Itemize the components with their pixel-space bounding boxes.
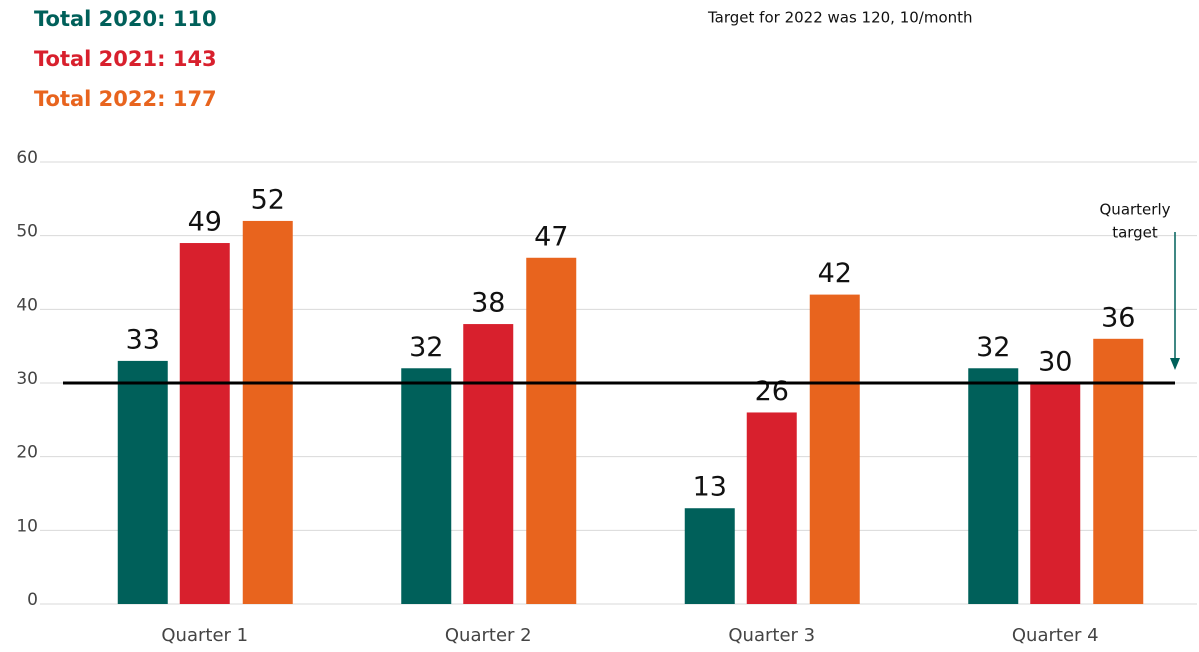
y-tick-label: 50 bbox=[16, 222, 38, 242]
annotation-arrowhead bbox=[1170, 358, 1180, 370]
value-label: 42 bbox=[818, 258, 852, 289]
bar bbox=[463, 324, 514, 604]
value-label: 38 bbox=[471, 288, 505, 319]
value-label: 33 bbox=[126, 324, 160, 355]
target-annotation: target bbox=[1112, 224, 1158, 242]
bar bbox=[684, 508, 735, 604]
y-tick-label: 0 bbox=[27, 590, 38, 610]
y-tick-label: 60 bbox=[16, 148, 38, 168]
value-label: 13 bbox=[693, 472, 727, 503]
subtitle: Target for 2022 was 120, 10/month bbox=[707, 9, 973, 27]
y-tick-label: 40 bbox=[16, 295, 38, 315]
value-label: 30 bbox=[1038, 347, 1072, 378]
value-label: 32 bbox=[409, 332, 443, 363]
bar bbox=[809, 294, 860, 604]
bar bbox=[401, 368, 452, 604]
value-label: 36 bbox=[1101, 302, 1135, 333]
bar bbox=[1030, 383, 1081, 604]
y-tick-label: 20 bbox=[16, 443, 38, 463]
bar bbox=[242, 220, 293, 604]
target-annotation: Quarterly bbox=[1100, 201, 1171, 219]
bar bbox=[746, 412, 797, 604]
bar bbox=[968, 368, 1019, 604]
value-label: 49 bbox=[188, 207, 222, 238]
bar bbox=[1093, 338, 1144, 604]
x-tick-label: Quarter 4 bbox=[1012, 625, 1099, 646]
x-tick-label: Quarter 2 bbox=[445, 625, 532, 646]
x-tick-label: Quarter 3 bbox=[728, 625, 815, 646]
x-tick-label: Quarter 1 bbox=[161, 625, 248, 646]
total-label: Total 2020: 110 bbox=[34, 7, 217, 31]
total-label: Total 2022: 177 bbox=[34, 87, 217, 111]
bar bbox=[179, 243, 230, 605]
value-label: 47 bbox=[534, 221, 568, 252]
y-tick-label: 30 bbox=[16, 369, 38, 389]
value-label: 52 bbox=[251, 184, 285, 215]
y-tick-label: 10 bbox=[16, 516, 38, 536]
bar bbox=[526, 257, 577, 604]
value-label: 26 bbox=[755, 376, 789, 407]
value-label: 32 bbox=[976, 332, 1010, 363]
total-label: Total 2021: 143 bbox=[34, 47, 217, 71]
bar bbox=[117, 360, 168, 604]
